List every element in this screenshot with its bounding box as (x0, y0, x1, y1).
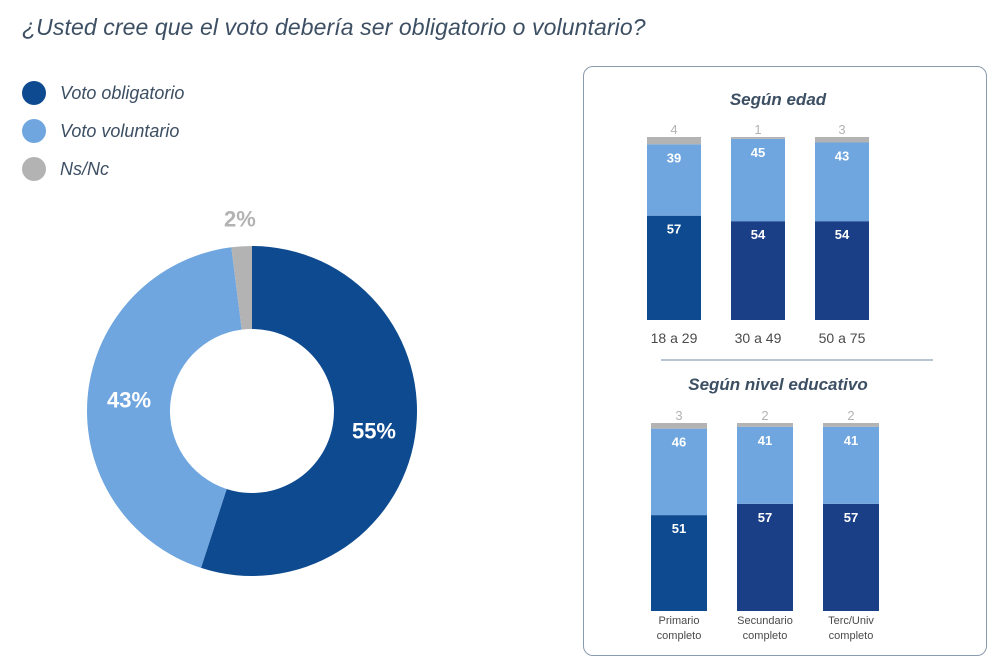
donut-slice (86, 247, 242, 568)
donut-slice (201, 246, 418, 576)
bar-value-obligatorio: 54 (751, 227, 766, 242)
legend-item-nsnc: Ns/Nc (22, 150, 184, 188)
page-title: ¿Usted cree que el voto debería ser obli… (22, 14, 646, 40)
bar-value-obligatorio: 51 (672, 521, 686, 536)
bar-segment-nsnc (815, 137, 869, 143)
bar-segment-nsnc (651, 423, 707, 429)
bar-value-voluntario: 45 (751, 145, 765, 160)
bar-segment-voluntario (647, 144, 701, 216)
legend-item-voluntario: Voto voluntario (22, 112, 184, 150)
bar-value-nsnc: 3 (838, 122, 845, 137)
bar-segment-voluntario (651, 428, 707, 516)
bar-value-obligatorio: 54 (835, 227, 850, 242)
bar-chart-title: Según nivel educativo (688, 375, 868, 394)
bar-segment-voluntario (737, 426, 793, 504)
legend-swatch-obligatorio (22, 81, 46, 105)
donut-slice-label: 43% (107, 387, 151, 412)
bar-chart-title: Según edad (730, 90, 827, 109)
bar-segment-voluntario (815, 142, 869, 222)
legend-label: Voto obligatorio (60, 82, 185, 103)
bar-segment-obligatorio (647, 215, 701, 320)
bar-value-nsnc: 4 (670, 122, 677, 137)
bar-value-nsnc: 2 (761, 408, 768, 423)
bar-category-label: Secundario (737, 615, 793, 627)
donut-slice-label: 2% (224, 206, 256, 231)
legend-label: Ns/Nc (60, 158, 109, 179)
stacked-bar-charts: Según edad 57 39 4 18 a 29 54 45 1 30 a 49 54 43 3 5… (647, 90, 933, 642)
bar-segment-voluntario (731, 138, 785, 222)
bar-value-voluntario: 41 (758, 433, 772, 448)
bar-category-label: completo (657, 630, 702, 642)
legend-swatch-nsnc (22, 157, 46, 181)
bar-segment-nsnc (647, 137, 701, 145)
bar-segment-obligatorio (731, 221, 785, 320)
bar-category-label: completo (829, 630, 874, 642)
bar-category-label: 18 a 29 (651, 330, 698, 346)
donut-slice-label: 55% (352, 418, 396, 443)
donut-chart: 55% 43% 2% (86, 206, 418, 576)
bar-category-label: completo (743, 630, 788, 642)
bar-segment-obligatorio (815, 221, 869, 320)
bar-category-label: 50 a 75 (819, 330, 866, 346)
bar-value-nsnc: 2 (847, 408, 854, 423)
bar-value-voluntario: 39 (667, 150, 681, 165)
legend-item-obligatorio: Voto obligatorio (22, 74, 184, 112)
donut-slice (231, 246, 252, 330)
bar-category-label: 30 a 49 (735, 330, 782, 346)
bar-value-nsnc: 1 (754, 122, 761, 137)
bar-value-voluntario: 41 (844, 433, 858, 448)
bar-segment-voluntario (823, 426, 879, 504)
legend-swatch-voluntario (22, 119, 46, 143)
bar-value-voluntario: 46 (672, 435, 686, 450)
bar-category-label: Terc/Univ (828, 615, 874, 627)
bar-value-obligatorio: 57 (667, 222, 681, 237)
bar-value-nsnc: 3 (675, 408, 682, 423)
bar-segment-obligatorio (737, 503, 793, 611)
bar-segment-nsnc (737, 423, 793, 427)
legend: Voto obligatorio Voto voluntario Ns/Nc (22, 74, 184, 188)
bar-segment-nsnc (823, 423, 879, 427)
bar-value-obligatorio: 57 (844, 510, 858, 525)
bar-segment-obligatorio (651, 515, 707, 611)
bar-value-obligatorio: 57 (758, 510, 772, 525)
bar-category-label: Primario (659, 615, 700, 627)
breakdown-panel (583, 66, 987, 656)
bar-segment-obligatorio (823, 503, 879, 611)
legend-label: Voto voluntario (60, 120, 180, 141)
bar-segment-nsnc (731, 137, 785, 139)
bar-value-voluntario: 43 (835, 148, 849, 163)
